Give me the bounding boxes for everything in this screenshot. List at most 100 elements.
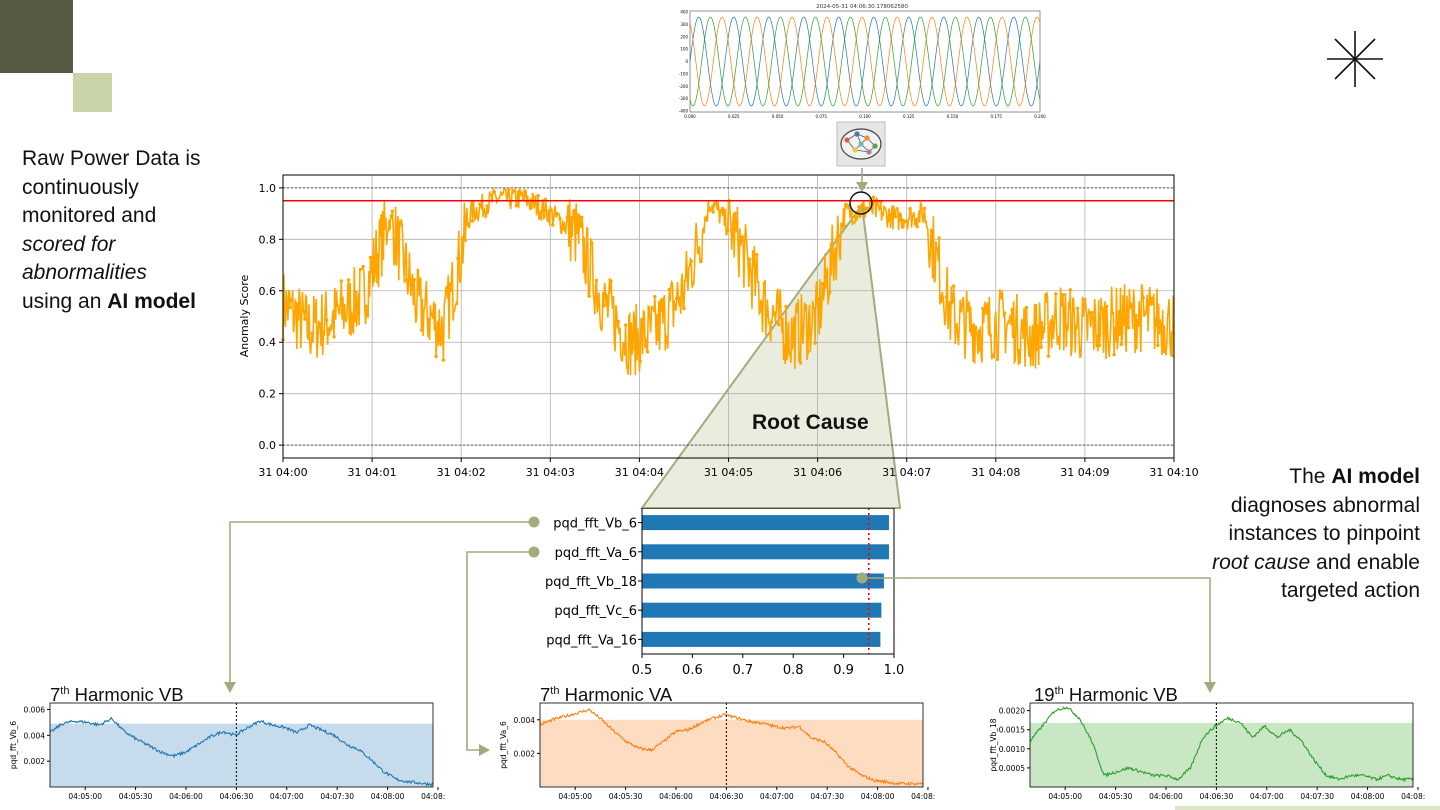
bar-label: pqd_fft_Va_16 [546, 633, 637, 648]
anomaly-score-point [295, 302, 300, 307]
x-tick-label: 04:07:30 [810, 792, 844, 801]
highlight-circle [849, 191, 873, 215]
anomaly-score-point [565, 215, 570, 220]
waveform-y-tick: 400 [680, 10, 688, 15]
anomaly-score-point [587, 294, 591, 298]
harmonic-plot-frame [49, 702, 434, 788]
anomaly-score-point [900, 218, 905, 222]
anomaly-score-point [1090, 310, 1094, 315]
anomaly-score-point [1170, 353, 1175, 358]
left-caption-line: monitored and [22, 204, 157, 228]
normal-range-band [540, 719, 923, 787]
harmonic-plot-vb19: 04:05:00 04:05:30 04:06:00 04:06:30 04:07:00… [989, 702, 1425, 801]
anomaly-score-point [303, 317, 307, 321]
bar-label: pqd_fft_Vb_6 [553, 517, 637, 532]
anomaly-score-point [1126, 325, 1131, 330]
harmonic-y-label: pqd_fft_Vb_6 [9, 721, 18, 770]
waveform-y-tick: 100 [680, 47, 688, 52]
anomaly-score-point [857, 205, 861, 209]
anomaly-score-point [354, 290, 358, 294]
y-tick-label: 0.002 [24, 757, 46, 766]
x-tick-label: 31 04:02 [437, 466, 486, 479]
anomaly-score-point [682, 306, 686, 311]
connector-dot [528, 546, 540, 558]
anomaly-score-point [820, 281, 825, 286]
anomaly-score-point [908, 206, 912, 211]
anomaly-score-point [1097, 343, 1102, 348]
waveform-x-tick: 0.075 [816, 114, 828, 119]
x-tick-label: 04:05:30 [609, 792, 643, 801]
bar-pqd_fft_Vb_6 [642, 515, 889, 531]
waveform-x-tick: 0.150 [947, 114, 959, 119]
anomaly-score-point [988, 333, 992, 337]
anomaly-score-point [777, 322, 781, 327]
anomaly-score-point [339, 279, 344, 283]
anomaly-score-point [551, 223, 555, 227]
anomaly-score-point [441, 358, 446, 362]
x-tick-label: 0.9 [833, 663, 854, 678]
anomaly-score-point [383, 226, 387, 230]
anomaly-score-point [514, 203, 518, 208]
anomaly-score-point [718, 209, 723, 214]
anomaly-score-point [325, 318, 329, 322]
title-suffix: th [60, 684, 70, 697]
decorative-dark-square [0, 0, 73, 73]
anomaly-score-point [704, 217, 708, 222]
x-tick-label: 31 04:05 [704, 466, 753, 479]
anomaly-score-point [733, 211, 737, 216]
anomaly-score-point [1017, 348, 1021, 353]
waveform-y-tick: 200 [680, 34, 688, 39]
caption-italic: root cause [1212, 550, 1311, 574]
bar-pqd_fft_Vc_6 [642, 602, 882, 618]
anomaly-score-point [886, 218, 890, 222]
right-caption-line: The AI model [1160, 463, 1420, 492]
connector-vb7 [229, 521, 534, 684]
x-tick-label: 31 04:06 [793, 466, 842, 479]
anomaly-score-point [995, 357, 1000, 362]
y-tick-label: 0.0005 [999, 764, 1025, 773]
x-tick-label: 04:06:00 [169, 792, 203, 801]
x-tick-label: 31 04:09 [1060, 466, 1109, 479]
harmonic-y-label: pqd_fft_Vb_18 [989, 718, 998, 771]
y-tick-label: 0.004 [24, 731, 46, 740]
anomaly-score-point [1024, 305, 1029, 310]
x-tick-label: 04:07:00 [760, 792, 794, 801]
waveform-x-tick: 0.200 [1034, 114, 1046, 119]
anomaly-score-point [1068, 288, 1073, 292]
anomaly-score-point [740, 235, 744, 239]
x-tick-label: 0.5 [632, 663, 653, 678]
bar-label: pqd_fft_Va_6 [555, 546, 637, 561]
anomaly-score-point [930, 228, 934, 233]
anomaly-score-point [1039, 345, 1043, 349]
waveform-x-tick: 0.125 [903, 114, 915, 119]
caption-text: The [1289, 465, 1332, 488]
y-tick-label: 0.0020 [999, 707, 1025, 716]
title-number: 7 [50, 684, 61, 705]
connector-vb19 [862, 577, 1211, 684]
anomaly-score-point [1163, 349, 1167, 353]
bar-pqd_fft_Va_6 [642, 544, 889, 560]
anomaly-score-point [645, 350, 650, 354]
anomaly-score-point [1061, 293, 1065, 297]
anomaly-score-point [463, 238, 467, 242]
anomaly-score-point [580, 215, 584, 220]
anomaly-score-point [660, 297, 664, 302]
anomaly-score-point [361, 264, 365, 269]
harmonic-title-vb7: 7th Harmonic VB [50, 684, 184, 706]
x-tick-label: 04:05:00 [1048, 792, 1082, 801]
anomaly-score-point [951, 284, 956, 288]
x-tick-label: 04:05:00 [558, 792, 592, 801]
right-caption: The AI model diagnoses abnormal instance… [1160, 463, 1420, 606]
anomaly-score-point [711, 210, 715, 214]
bar-label: pqd_fft_Vc_6 [554, 604, 637, 619]
caption-text: using an [22, 289, 108, 313]
x-tick-label: 04:06:30 [1200, 792, 1234, 801]
right-caption-line: root cause and enable [1160, 549, 1420, 578]
x-tick-label: 31 04:00 [258, 466, 307, 479]
connector-dot [856, 572, 868, 584]
waveform-phase-line [689, 16, 1041, 107]
anomaly-score-point [1148, 302, 1153, 306]
anomaly-score-point [798, 361, 803, 365]
bar-label: pqd_fft_Vb_18 [545, 575, 637, 590]
harmonic-series-line [49, 716, 434, 787]
